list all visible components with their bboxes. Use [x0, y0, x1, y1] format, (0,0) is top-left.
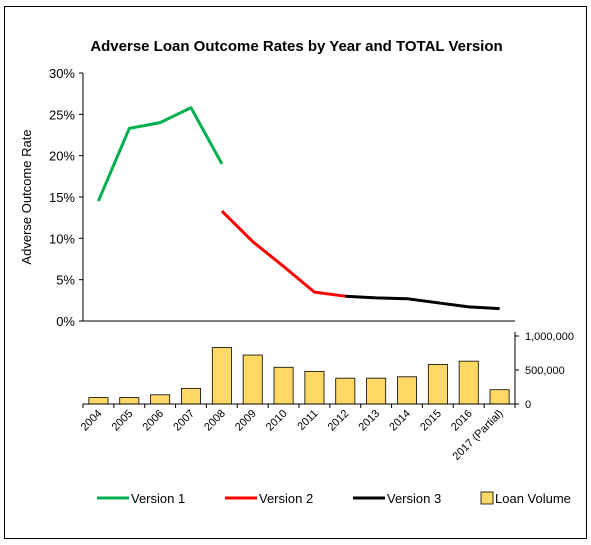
rate-tick-label: 0%	[56, 314, 75, 329]
volume-bar	[427, 364, 448, 405]
volume-bar	[181, 387, 201, 405]
series-line-version-3	[345, 294, 500, 311]
volume-bar	[489, 389, 510, 405]
legend-label: Loan Volume	[495, 491, 571, 506]
chart-svg: Adverse Loan Outcome Rates by Year and T…	[19, 38, 574, 506]
volume-tick-label: 1,000,000	[525, 331, 574, 343]
volume-bar	[150, 394, 171, 405]
legend-label: Version 3	[387, 491, 441, 506]
volume-bar	[397, 376, 417, 405]
x-tick-label: 2008	[202, 408, 228, 434]
volume-bar	[366, 377, 387, 405]
rate-tick-label: 20%	[49, 149, 75, 164]
x-tick-label: 2013	[356, 408, 382, 434]
rate-tick-label: 5%	[56, 273, 75, 288]
x-tick-label: 2011	[295, 408, 320, 433]
chart-frame: Adverse Loan Outcome Rates by Year and T…	[4, 6, 587, 539]
x-tick-label: 2009	[233, 408, 259, 434]
x-tick-label: 2012	[326, 408, 352, 434]
volume-bar	[88, 397, 109, 405]
rate-tick-label: 30%	[49, 66, 75, 81]
volume-tick-label: 0	[525, 399, 531, 411]
legend-label: Version 2	[259, 491, 313, 506]
volume-bar	[211, 347, 232, 405]
x-tick-label: 2004	[79, 408, 105, 434]
x-tick-label: 2014	[387, 408, 413, 434]
legend-swatch	[480, 491, 494, 505]
x-tick-label: 2016	[449, 408, 475, 434]
rate-tick-label: 15%	[49, 190, 75, 205]
x-tick-label: 2010	[264, 408, 290, 434]
chart-title: Adverse Loan Outcome Rates by Year and T…	[90, 38, 502, 55]
series-line-version-2	[220, 210, 346, 298]
x-tick-label: 2006	[140, 408, 166, 434]
volume-bar	[273, 366, 294, 405]
legend-label: Version 1	[131, 491, 185, 506]
x-tick-label: 2007	[171, 408, 197, 434]
x-tick-label: 2005	[110, 408, 136, 434]
volume-bar	[242, 354, 263, 405]
x-tick-label: 2015	[418, 408, 444, 434]
series-line-version-1	[97, 106, 224, 202]
volume-bar	[335, 377, 356, 405]
volume-bar	[304, 370, 325, 405]
y-axis-label: Adverse Outcome Rate	[19, 129, 34, 264]
rate-tick-label: 25%	[49, 107, 75, 122]
volume-bar	[458, 360, 479, 405]
volume-tick-label: 500,000	[525, 365, 565, 377]
volume-bar	[119, 397, 140, 405]
rate-tick-label: 10%	[49, 231, 75, 246]
